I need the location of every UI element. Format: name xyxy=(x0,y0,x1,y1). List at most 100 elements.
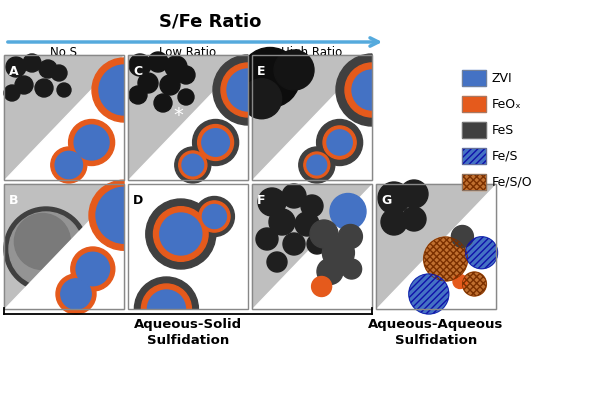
Bar xyxy=(4,184,124,309)
Text: F: F xyxy=(257,194,265,207)
Circle shape xyxy=(327,130,352,155)
Circle shape xyxy=(35,79,53,97)
Polygon shape xyxy=(4,55,124,180)
Circle shape xyxy=(61,279,91,309)
Circle shape xyxy=(160,75,180,95)
Circle shape xyxy=(51,147,87,183)
Wedge shape xyxy=(221,63,248,117)
Text: Low Ratio: Low Ratio xyxy=(160,46,217,59)
Circle shape xyxy=(71,247,115,291)
Circle shape xyxy=(39,60,57,78)
Circle shape xyxy=(56,274,96,314)
Wedge shape xyxy=(92,58,124,122)
Circle shape xyxy=(74,125,109,160)
Text: E: E xyxy=(257,65,265,78)
Circle shape xyxy=(76,252,110,286)
Circle shape xyxy=(202,204,226,228)
Bar xyxy=(462,174,486,190)
Bar xyxy=(462,148,486,164)
Text: No S: No S xyxy=(50,46,77,59)
Bar xyxy=(4,55,124,180)
Text: Aqueous-Solid
Sulfidation: Aqueous-Solid Sulfidation xyxy=(134,318,242,347)
Circle shape xyxy=(179,151,207,179)
Circle shape xyxy=(301,195,323,217)
Polygon shape xyxy=(252,184,372,309)
Circle shape xyxy=(194,196,235,236)
Bar xyxy=(462,174,486,190)
Circle shape xyxy=(240,48,300,108)
Text: S/Fe Ratio: S/Fe Ratio xyxy=(159,12,261,30)
Bar xyxy=(462,122,486,138)
Circle shape xyxy=(307,234,327,254)
Circle shape xyxy=(165,56,187,78)
Circle shape xyxy=(283,233,305,255)
Circle shape xyxy=(269,209,295,235)
Text: A: A xyxy=(9,65,19,78)
Text: G: G xyxy=(381,194,391,207)
Circle shape xyxy=(4,207,88,291)
Circle shape xyxy=(453,274,467,288)
Circle shape xyxy=(381,209,407,235)
Polygon shape xyxy=(4,184,124,309)
Text: Aqueous-Aqueous
Sulfidation: Aqueous-Aqueous Sulfidation xyxy=(368,318,503,347)
Circle shape xyxy=(338,224,362,248)
Circle shape xyxy=(242,79,281,119)
Bar xyxy=(128,55,248,180)
Circle shape xyxy=(148,52,168,72)
Bar xyxy=(462,96,486,112)
Text: FeOₓ: FeOₓ xyxy=(492,98,521,110)
Circle shape xyxy=(451,226,473,248)
Bar xyxy=(462,70,486,86)
Bar xyxy=(128,55,248,180)
Circle shape xyxy=(400,180,428,208)
Text: Fe/S: Fe/S xyxy=(492,150,518,162)
Circle shape xyxy=(463,272,487,296)
Wedge shape xyxy=(227,69,248,111)
Circle shape xyxy=(424,237,467,281)
Circle shape xyxy=(129,54,151,76)
Circle shape xyxy=(322,237,355,269)
Wedge shape xyxy=(345,63,372,117)
Circle shape xyxy=(51,65,67,81)
Circle shape xyxy=(154,207,208,261)
Text: High Ratio: High Ratio xyxy=(281,46,343,59)
Bar xyxy=(462,174,486,190)
Bar xyxy=(462,122,486,138)
Polygon shape xyxy=(128,55,248,180)
Circle shape xyxy=(267,252,287,272)
Text: Fe/S/O: Fe/S/O xyxy=(492,176,533,188)
Circle shape xyxy=(129,86,147,104)
Text: B: B xyxy=(9,194,19,207)
Wedge shape xyxy=(352,70,372,110)
Circle shape xyxy=(409,274,449,314)
Text: *: * xyxy=(173,106,184,124)
Circle shape xyxy=(177,66,195,84)
Circle shape xyxy=(317,120,362,166)
Text: FeS: FeS xyxy=(492,124,514,136)
Wedge shape xyxy=(99,65,124,115)
Circle shape xyxy=(178,89,194,105)
Text: ZVI: ZVI xyxy=(492,72,512,84)
Circle shape xyxy=(57,83,71,97)
Wedge shape xyxy=(148,290,185,309)
Circle shape xyxy=(68,120,115,166)
Bar xyxy=(4,55,124,180)
Text: C: C xyxy=(133,65,142,78)
Bar xyxy=(252,55,372,180)
Bar xyxy=(462,148,486,164)
Circle shape xyxy=(341,259,362,279)
Polygon shape xyxy=(252,55,372,180)
Bar xyxy=(252,55,372,180)
Circle shape xyxy=(182,154,203,176)
Circle shape xyxy=(304,152,330,178)
Bar xyxy=(462,70,486,86)
Circle shape xyxy=(311,276,332,296)
Circle shape xyxy=(197,124,233,160)
Circle shape xyxy=(330,194,366,230)
Circle shape xyxy=(323,126,356,159)
Circle shape xyxy=(6,57,26,77)
Wedge shape xyxy=(89,180,124,250)
Circle shape xyxy=(199,201,230,232)
Bar xyxy=(376,184,496,309)
Wedge shape xyxy=(134,277,199,309)
